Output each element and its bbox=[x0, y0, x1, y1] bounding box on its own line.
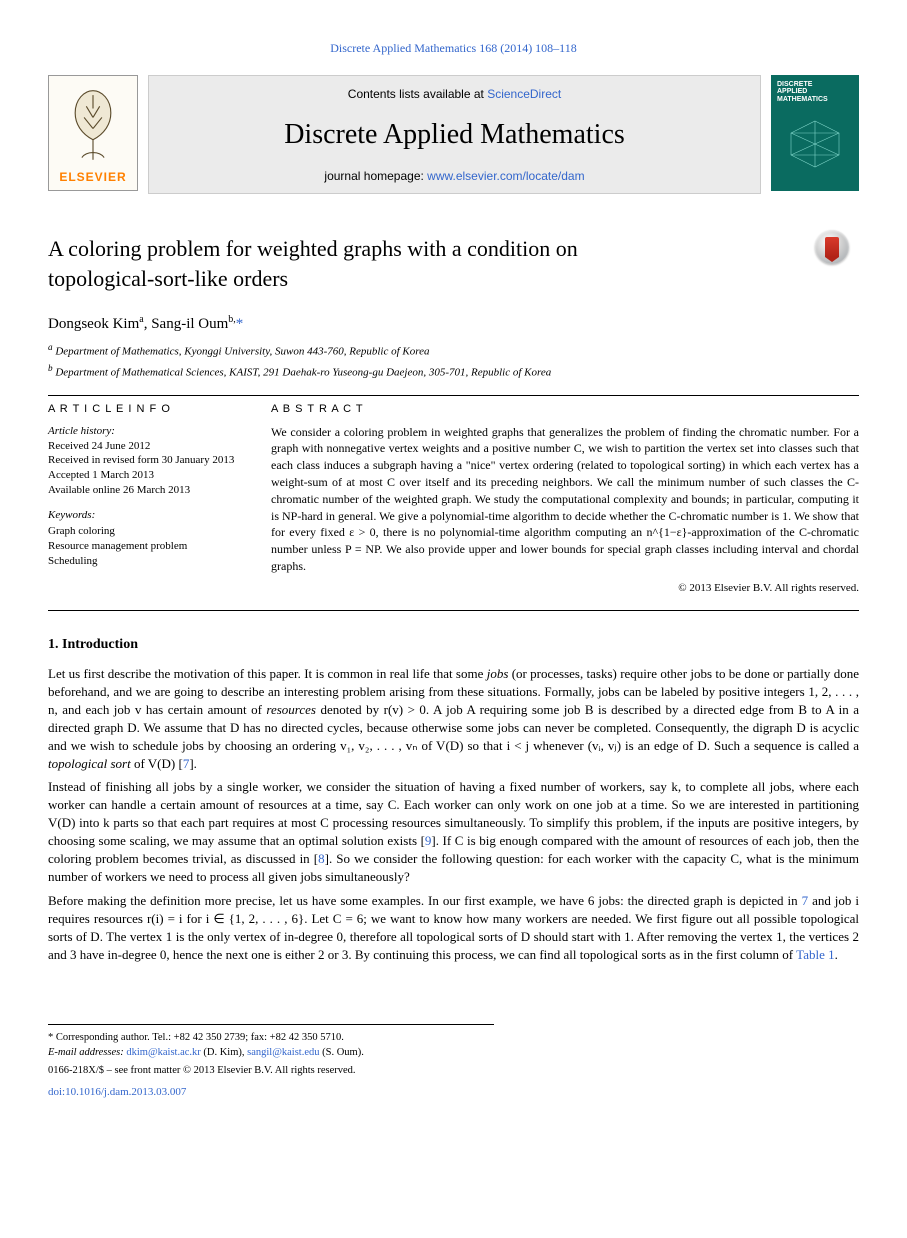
crossmark-icon[interactable] bbox=[815, 230, 849, 264]
affiliation-a: a Department of Mathematics, Kyonggi Uni… bbox=[48, 341, 859, 360]
history-label: Article history: bbox=[48, 424, 243, 439]
table-1-link[interactable]: Table 1 bbox=[796, 947, 834, 962]
journal-banner: Contents lists available at ScienceDirec… bbox=[148, 75, 761, 194]
history-accepted: Accepted 1 March 2013 bbox=[48, 468, 243, 483]
keyword-1: Graph coloring bbox=[48, 524, 243, 539]
divider-bottom bbox=[48, 610, 859, 611]
journal-homepage: journal homepage: www.elsevier.com/locat… bbox=[159, 168, 750, 185]
author-2-affil: b, bbox=[228, 314, 236, 325]
email-line: E-mail addresses: dkim@kaist.ac.kr (D. K… bbox=[48, 1046, 494, 1060]
contents-available-prefix: Contents lists available at bbox=[348, 87, 487, 101]
p1-em-resources: resources bbox=[266, 702, 316, 717]
author-1: Dongseok Kim bbox=[48, 316, 139, 332]
journal-reference-link[interactable]: Discrete Applied Mathematics 168 (2014) … bbox=[330, 41, 577, 55]
elsevier-tree-icon bbox=[57, 84, 129, 162]
doi-line: doi:10.1016/j.dam.2013.03.007 bbox=[48, 1085, 859, 1100]
intro-para-3: Before making the definition more precis… bbox=[48, 892, 859, 964]
keywords-label: Keywords: bbox=[48, 508, 243, 523]
article-title: A coloring problem for weighted graphs w… bbox=[48, 234, 859, 296]
intro-para-1: Let us first describe the motivation of … bbox=[48, 665, 859, 773]
doi-link[interactable]: doi:10.1016/j.dam.2013.03.007 bbox=[48, 1086, 186, 1098]
homepage-prefix: journal homepage: bbox=[324, 169, 427, 183]
email-label: E-mail addresses: bbox=[48, 1047, 124, 1058]
journal-name: Discrete Applied Mathematics bbox=[159, 115, 750, 154]
p3-text-a: Before making the definition more precis… bbox=[48, 893, 798, 908]
p1-em-jobs: jobs bbox=[487, 666, 509, 681]
p1-text-d: of V(D) [ bbox=[131, 756, 183, 771]
title-line2: topological-sort-like orders bbox=[48, 266, 288, 291]
cover-line1: DISCRETE bbox=[777, 81, 812, 88]
title-line1: A coloring problem for weighted graphs w… bbox=[48, 236, 578, 261]
abstract-text: We consider a coloring problem in weight… bbox=[271, 424, 859, 575]
section-1-heading: 1. Introduction bbox=[48, 635, 859, 655]
p1-text-a: Let us first describe the motivation of … bbox=[48, 666, 487, 681]
history-revised: Received in revised form 30 January 2013 bbox=[48, 453, 243, 468]
email1-who: (D. Kim), bbox=[201, 1047, 247, 1058]
divider-top bbox=[48, 395, 859, 396]
keyword-2: Resource management problem bbox=[48, 539, 243, 554]
masthead: ELSEVIER Contents lists available at Sci… bbox=[48, 75, 859, 194]
p1-text-e: ]. bbox=[189, 756, 197, 771]
email2-who: (S. Oum). bbox=[320, 1047, 364, 1058]
history-received: Received 24 June 2012 bbox=[48, 439, 243, 454]
author-2: , Sang-il Oum bbox=[144, 316, 229, 332]
email-link-2[interactable]: sangil@kaist.edu bbox=[247, 1047, 319, 1058]
email-link-1[interactable]: dkim@kaist.ac.kr bbox=[126, 1047, 200, 1058]
keyword-3: Scheduling bbox=[48, 554, 243, 569]
homepage-link[interactable]: www.elsevier.com/locate/dam bbox=[427, 169, 584, 183]
abstract: A B S T R A C T We consider a coloring p… bbox=[271, 402, 859, 596]
article-info: A R T I C L E I N F O Article history: R… bbox=[48, 402, 243, 596]
abstract-heading: A B S T R A C T bbox=[271, 402, 859, 417]
p1-em-toposort: topological sort bbox=[48, 756, 131, 771]
elsevier-name: ELSEVIER bbox=[59, 169, 126, 190]
article-info-heading: A R T I C L E I N F O bbox=[48, 402, 243, 417]
footnotes: * Corresponding author. Tel.: +82 42 350… bbox=[48, 1024, 494, 1060]
elsevier-logo: ELSEVIER bbox=[48, 75, 138, 191]
affiliation-b: b Department of Mathematical Sciences, K… bbox=[48, 362, 859, 381]
p3-text-c: . bbox=[835, 947, 838, 962]
corresponding-author-note: * Corresponding author. Tel.: +82 42 350… bbox=[48, 1031, 494, 1045]
journal-cover-thumbnail: DISCRETE APPLIED MATHEMATICS bbox=[771, 75, 859, 191]
sciencedirect-link[interactable]: ScienceDirect bbox=[487, 87, 561, 101]
journal-reference: Discrete Applied Mathematics 168 (2014) … bbox=[48, 40, 859, 57]
authors: Dongseok Kima, Sang-il Oumb,* bbox=[48, 313, 859, 335]
affil-text-a: Department of Mathematics, Kyonggi Unive… bbox=[53, 346, 430, 358]
corr-text: Corresponding author. Tel.: +82 42 350 2… bbox=[56, 1032, 344, 1043]
issn-line: 0166-218X/$ – see front matter © 2013 El… bbox=[48, 1064, 859, 1079]
cover-network-icon bbox=[781, 117, 849, 171]
cover-line3: MATHEMATICS bbox=[777, 96, 828, 103]
cover-line2: APPLIED bbox=[777, 88, 807, 95]
intro-para-2: Instead of finishing all jobs by a singl… bbox=[48, 778, 859, 886]
affil-text-b: Department of Mathematical Sciences, KAI… bbox=[53, 367, 552, 379]
copyright: © 2013 Elsevier B.V. All rights reserved… bbox=[271, 581, 859, 596]
corresponding-author-star[interactable]: * bbox=[236, 316, 244, 332]
history-online: Available online 26 March 2013 bbox=[48, 483, 243, 498]
contents-available: Contents lists available at ScienceDirec… bbox=[159, 86, 750, 103]
